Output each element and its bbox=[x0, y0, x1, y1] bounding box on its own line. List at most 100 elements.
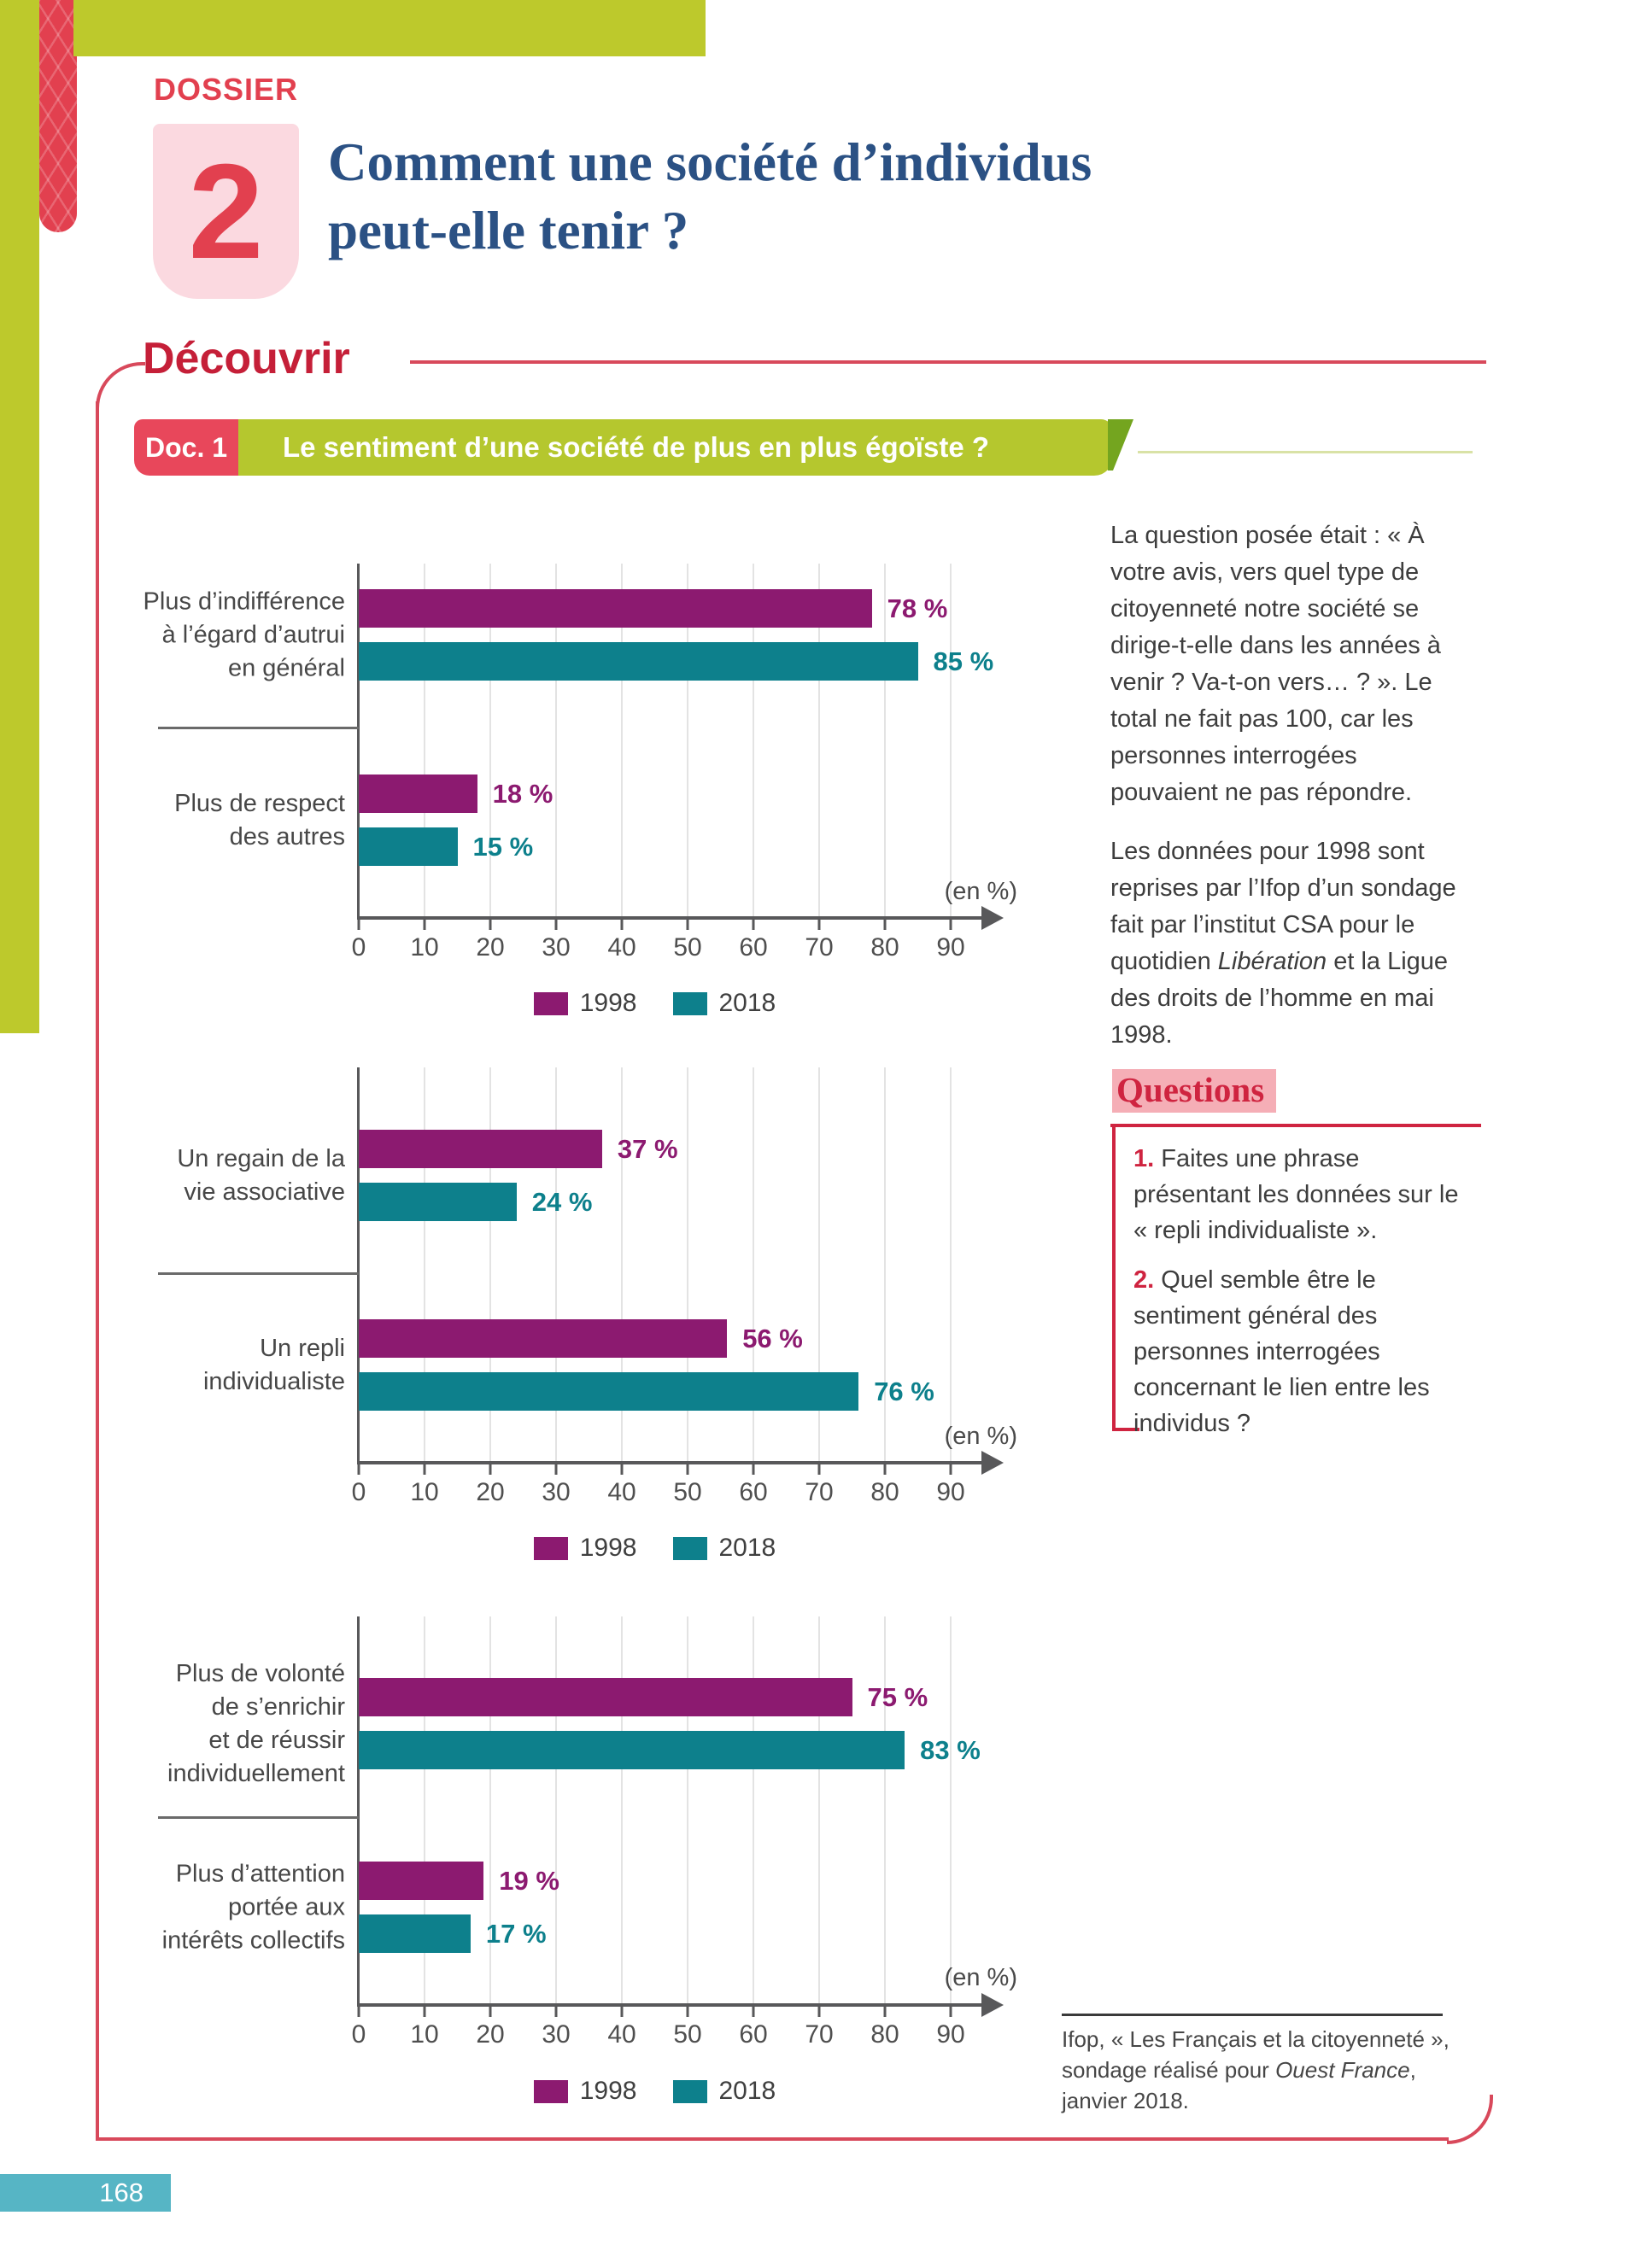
bar-value-label: 15 % bbox=[472, 832, 534, 862]
chart-legend: 1998 2018 bbox=[359, 989, 951, 1018]
question-item: 1. Faites une phrase présentant les donn… bbox=[1133, 1141, 1475, 1248]
legend-label-1998: 1998 bbox=[579, 989, 637, 1017]
category-label: Un regain de la vie associative bbox=[177, 1144, 345, 1206]
banner-fold-decoration bbox=[1108, 419, 1133, 471]
category-separator-line bbox=[158, 727, 359, 729]
bar-1998 bbox=[359, 775, 477, 813]
questions-title: Questions bbox=[1112, 1069, 1277, 1114]
chart-axis-tick-label: 20 bbox=[476, 933, 505, 962]
question-text: Faites une phrase présentant les données… bbox=[1133, 1145, 1459, 1244]
category-separator-line bbox=[158, 1816, 359, 1819]
chart-gridline bbox=[884, 1616, 886, 2005]
chart-axis-tick bbox=[817, 1463, 821, 1475]
chart-axis-tick-label: 40 bbox=[607, 1478, 636, 1506]
chart-axis-tick bbox=[949, 1463, 952, 1475]
bar-value-label: 18 % bbox=[492, 779, 554, 809]
bar-value-label: 85 % bbox=[933, 646, 994, 676]
top-accent-bar bbox=[73, 0, 706, 56]
chart-axis-tick bbox=[489, 2005, 492, 2017]
legend-item-1998: 1998 bbox=[533, 2077, 637, 2106]
chart-axis-tick bbox=[620, 1463, 624, 1475]
page-title-line1: Comment une société d’individus bbox=[328, 132, 1092, 192]
chart-axis-tick-label: 80 bbox=[870, 933, 899, 962]
bar-2018 bbox=[359, 1183, 517, 1221]
page-title-line2: peut-elle tenir ? bbox=[328, 201, 689, 260]
chart-axis-tick bbox=[752, 2005, 755, 2017]
legend-swatch-1998 bbox=[533, 2079, 568, 2103]
chart-axis-tick bbox=[817, 2005, 821, 2017]
chart-axis-tick bbox=[817, 918, 821, 930]
chart-axis-tick-label: 50 bbox=[673, 2020, 702, 2049]
questions-header: Questions bbox=[1112, 1069, 1277, 1114]
category-label: Un repli individualiste bbox=[202, 1334, 345, 1395]
chart-gridline bbox=[818, 1616, 820, 2005]
page-number: 168 bbox=[99, 2177, 144, 2207]
bar-value-label: 56 % bbox=[742, 1324, 803, 1353]
chart-x-axis-arrow bbox=[981, 1993, 1004, 2017]
chart-axis-tick-label: 70 bbox=[805, 1478, 834, 1506]
chart-gridline bbox=[489, 1067, 491, 1463]
section-rule bbox=[410, 360, 1486, 364]
chart-x-axis bbox=[359, 916, 981, 920]
chart-axis-tick bbox=[752, 918, 755, 930]
category-label: Plus de respect des autres bbox=[174, 789, 345, 850]
chart-legend: 1998 2018 bbox=[359, 1534, 951, 1563]
data-origin-text-post: et la Ligue des droits de l’homme en mai… bbox=[1110, 948, 1449, 1049]
question-number: 2. bbox=[1133, 1266, 1162, 1294]
doc-label-badge: Doc. 1 bbox=[134, 419, 238, 476]
chart-axis-tick-label: 10 bbox=[410, 1478, 439, 1506]
chart-gridline bbox=[621, 1067, 623, 1463]
left-accent-bar bbox=[0, 0, 39, 1033]
chart-axis-tick-label: 80 bbox=[870, 2020, 899, 2049]
chart-axis-tick bbox=[423, 1463, 426, 1475]
legend-item-2018: 2018 bbox=[672, 1534, 776, 1563]
diamond-ribbon-decoration bbox=[39, 0, 77, 232]
legend-swatch-1998 bbox=[533, 1536, 568, 1560]
chart-axis-tick bbox=[357, 1463, 360, 1475]
chart-axis-tick-label: 60 bbox=[739, 933, 768, 962]
chart-axis-tick-label: 40 bbox=[607, 933, 636, 962]
chart-axis-tick-label: 0 bbox=[351, 1478, 366, 1506]
chart-axis-tick-label: 20 bbox=[476, 2020, 505, 2049]
frame-corner-top-left bbox=[96, 362, 145, 413]
bar-value-label: 76 % bbox=[874, 1377, 934, 1406]
bar-value-label: 83 % bbox=[920, 1735, 981, 1765]
legend-item-1998: 1998 bbox=[533, 1534, 637, 1563]
data-origin-text-pre: Les données pour 1998 sont reprises par … bbox=[1110, 838, 1456, 975]
bar-1998 bbox=[359, 1130, 602, 1168]
legend-swatch-2018 bbox=[672, 2079, 707, 2103]
chart-gridline bbox=[621, 1616, 623, 2005]
legend-swatch-1998 bbox=[533, 991, 568, 1015]
chart-axis-tick-label: 60 bbox=[739, 2020, 768, 2049]
chart-unit-label: (en %) bbox=[944, 1964, 1017, 1991]
chart-axis-tick-label: 30 bbox=[542, 2020, 571, 2049]
chart-axis-tick bbox=[357, 918, 360, 930]
questions-border-foot bbox=[1112, 1428, 1139, 1431]
chart-axis-tick bbox=[554, 1463, 558, 1475]
chart-gridline bbox=[621, 564, 623, 918]
chart-x-axis bbox=[359, 1461, 981, 1464]
chart-axis-tick bbox=[883, 2005, 887, 2017]
chart-gridline bbox=[555, 564, 557, 918]
chart-axis-tick bbox=[357, 2005, 360, 2017]
legend-label-1998: 1998 bbox=[579, 1534, 637, 1562]
data-origin-paragraph: Les données pour 1998 sont reprises par … bbox=[1110, 833, 1469, 1054]
chart-gridline bbox=[424, 564, 425, 918]
legend-label-1998: 1998 bbox=[579, 2077, 637, 2105]
chart-axis-tick-label: 90 bbox=[936, 1478, 965, 1506]
source-line3: janvier 2018. bbox=[1062, 2088, 1189, 2113]
chart-axis-tick bbox=[489, 918, 492, 930]
frame-bottom-border bbox=[97, 2137, 1449, 2141]
chart-axis-tick-label: 30 bbox=[542, 933, 571, 962]
bar-2018 bbox=[359, 1914, 471, 1953]
source-line2-post: , bbox=[1409, 2057, 1416, 2083]
chart-gridline bbox=[950, 564, 952, 918]
chart-gridline bbox=[489, 1616, 491, 2005]
chart-y-axis bbox=[357, 564, 360, 920]
newspaper-name-italic: Libération bbox=[1217, 948, 1327, 975]
chart-gridline bbox=[753, 1616, 754, 2005]
chart-gridline bbox=[753, 1067, 754, 1463]
chart-y-axis bbox=[357, 1616, 360, 2007]
chart-axis-tick bbox=[620, 2005, 624, 2017]
chart-axis-tick-label: 0 bbox=[351, 2020, 366, 2049]
